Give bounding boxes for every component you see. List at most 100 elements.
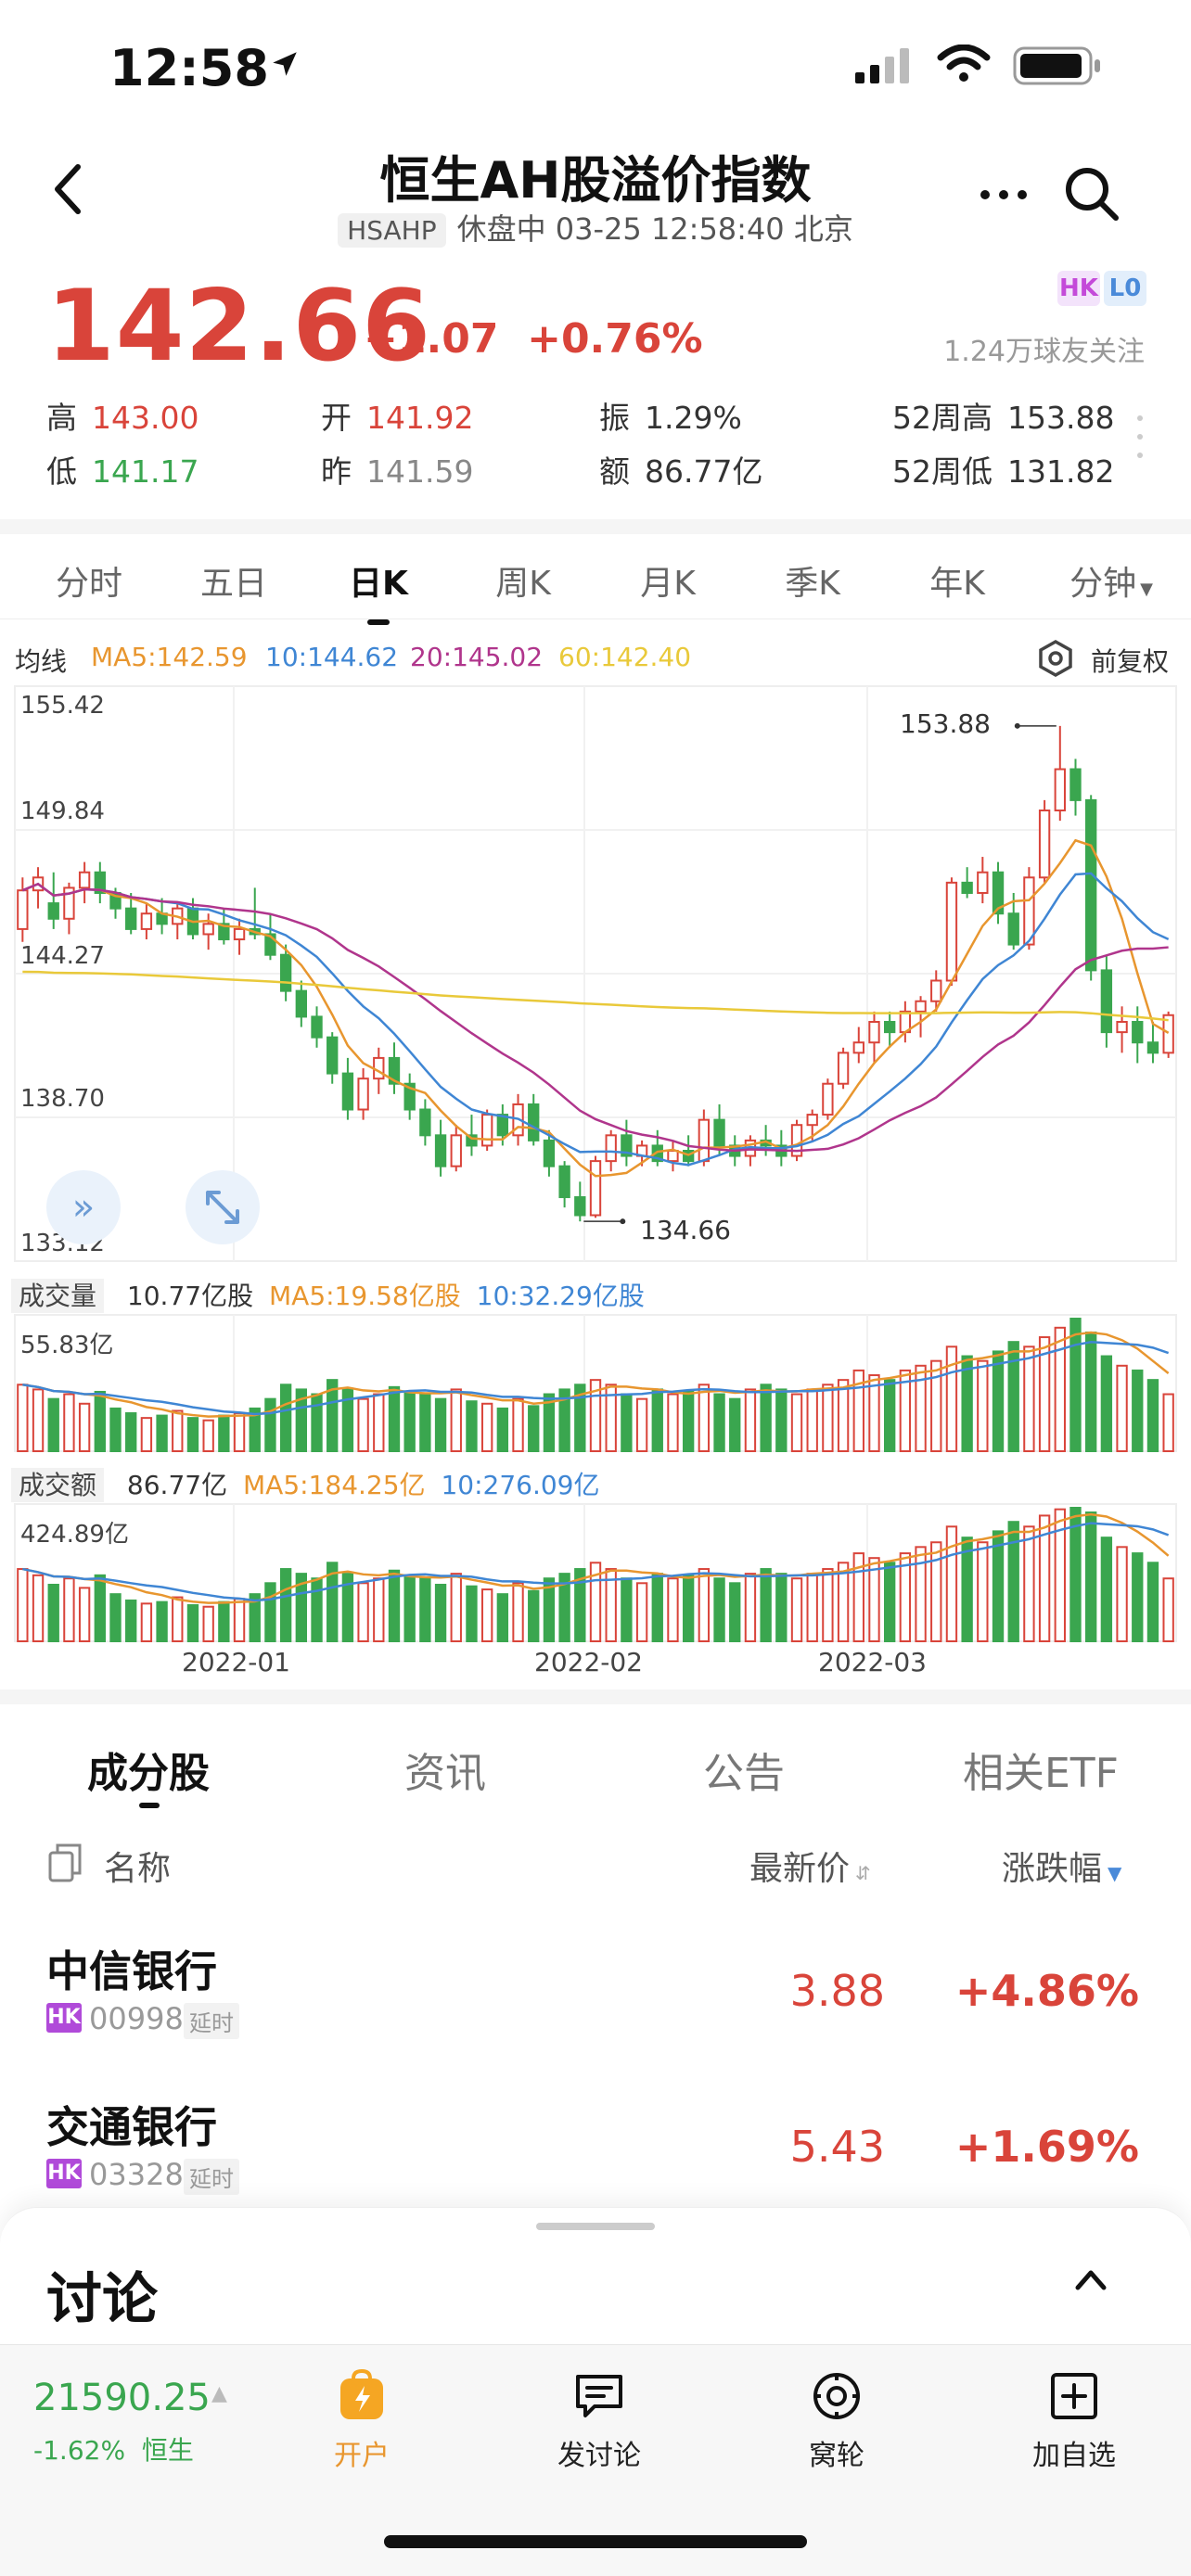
more-icon[interactable] (980, 189, 1028, 200)
candle-body (78, 871, 91, 889)
followers-count: 1.24万球友关注 (943, 336, 1145, 368)
volume-max-label: 55.83亿 (20, 1332, 114, 1359)
candle-body (94, 871, 106, 894)
amount-bar (1054, 1508, 1066, 1643)
amount-bar (543, 1577, 556, 1643)
col-price[interactable]: 最新价 ⇵ (749, 1850, 871, 1888)
discussion-title: 讨论 (46, 2267, 158, 2332)
amount-bar (125, 1599, 137, 1642)
divider (0, 1690, 1191, 1704)
ma10-line (21, 872, 1170, 1167)
status-bar: 12:58 (0, 0, 1191, 139)
ma10-value: 10:144.62 (265, 642, 399, 672)
ma5-line (21, 838, 1170, 1178)
back-arrow-icon[interactable] (48, 161, 89, 217)
tab-monthly-k[interactable]: 月K (640, 565, 696, 603)
triangle-up-icon: ▲ (211, 2382, 227, 2405)
amount-bar (992, 1530, 1005, 1642)
tab-yearly-k[interactable]: 年K (929, 565, 985, 603)
tab-minute[interactable]: 分钟 ▼ (1069, 565, 1153, 603)
tab-weekly-k[interactable]: 周K (495, 565, 551, 603)
list-item[interactable]: 中信银行 HK 00998 延时 3.88 +4.86% (0, 1919, 1191, 2072)
candle-body (434, 1134, 447, 1167)
tab-daily-k[interactable]: 日K (349, 565, 408, 603)
hsi-change[interactable]: -1.62% 恒生 (33, 2435, 194, 2466)
volume-bar (295, 1388, 308, 1452)
tab-timeshare[interactable]: 分时 (55, 565, 122, 603)
volume-bar (450, 1388, 462, 1452)
settings-hex-icon[interactable] (1035, 638, 1076, 679)
ma60-value: 60:142.40 (558, 642, 692, 672)
volume-bar (327, 1379, 339, 1453)
ma20-value: 20:145.02 (410, 642, 544, 672)
amount-bar (202, 1605, 214, 1643)
tab-five-day[interactable]: 五日 (199, 565, 267, 603)
hsi-value[interactable]: 21590.25 (33, 2377, 211, 2419)
quote-panel: 142.66 +1.07 +0.76% HK L0 1.24万球友关注 高 143… (0, 269, 1191, 519)
volume-bar (574, 1384, 586, 1452)
volume-bar (698, 1384, 711, 1452)
drag-handle[interactable] (536, 2223, 655, 2230)
amount-bar-ma10 (22, 1522, 1170, 1602)
volume-bar (883, 1379, 896, 1453)
volume-bar (388, 1385, 401, 1452)
expand-indicators-icon[interactable]: » (46, 1170, 121, 1244)
chart-canvas[interactable] (0, 677, 1191, 1683)
adjust-mode[interactable]: 前复权 (1091, 646, 1170, 677)
tab-quarterly-k[interactable]: 季K (785, 565, 840, 603)
post-discussion-button[interactable]: 发讨论 (516, 2369, 683, 2473)
amount-bar (419, 1577, 431, 1643)
volume-bar (496, 1407, 509, 1452)
candle-body (202, 923, 214, 936)
copy-icon[interactable] (46, 1842, 83, 1884)
kline-chart[interactable]: 155.42 149.84 144.27 138.70 133.12 153.8… (0, 677, 1191, 1683)
signal-icon (855, 48, 909, 83)
amount-bar (186, 1604, 199, 1642)
amount-bar (868, 1557, 880, 1643)
tab-constituents[interactable]: 成分股 (87, 1750, 210, 1797)
more-stats-icon[interactable] (1135, 414, 1145, 460)
active-tab-indicator (139, 1803, 160, 1808)
amount-bar (78, 1587, 91, 1642)
candle-body (279, 953, 292, 992)
candle-body (419, 1108, 431, 1137)
stock-price: 3.88 (789, 1966, 885, 2016)
last-price: 142.66 (46, 269, 432, 383)
candle-body (883, 1020, 896, 1034)
volume-bar (279, 1384, 292, 1452)
candle-body (837, 1052, 850, 1085)
level-badge: L0 (1104, 271, 1146, 306)
col-change[interactable]: 涨跌幅 ▼ (1002, 1850, 1122, 1888)
candle-body (1069, 768, 1082, 801)
volume-bar (419, 1393, 431, 1452)
market-badge: HK (46, 2003, 82, 2033)
tab-related-etf[interactable]: 相关ETF (963, 1750, 1119, 1797)
warrants-button[interactable]: 窝轮 (753, 2369, 920, 2473)
volume-bar (341, 1388, 354, 1452)
tab-news[interactable]: 资讯 (404, 1750, 486, 1797)
discussion-sheet[interactable]: 讨论 (0, 2207, 1191, 2344)
delay-tag: 延时 (184, 2159, 239, 2195)
candle-body (233, 927, 246, 941)
list-item[interactable]: 交通银行 HK 03328 延时 5.43 +1.69% (0, 2075, 1191, 2228)
fullscreen-icon[interactable] (186, 1170, 260, 1244)
stock-change: +4.86% (954, 1966, 1139, 2016)
search-icon[interactable] (1063, 165, 1121, 223)
candle-body (388, 1056, 401, 1085)
amount-bar (1023, 1525, 1035, 1643)
candle-body (341, 1072, 354, 1111)
volume-bar (186, 1417, 199, 1452)
volume-bar (172, 1409, 184, 1452)
page-title: 恒生AH股溢价指数 (379, 151, 812, 210)
candle-body (589, 1160, 602, 1217)
tab-announcements[interactable]: 公告 (703, 1750, 785, 1797)
open-account-button[interactable]: 开户 (278, 2369, 445, 2473)
volume-bar (558, 1388, 570, 1452)
candle-body (992, 871, 1005, 915)
candle-body (480, 1114, 493, 1147)
min-marker-dot (620, 1218, 626, 1225)
stat-open: 开 141.92 (321, 400, 474, 436)
chevron-up-icon[interactable] (1072, 2265, 1109, 2293)
add-watchlist-button[interactable]: 加自选 (991, 2369, 1158, 2473)
volume-bar (760, 1384, 772, 1452)
